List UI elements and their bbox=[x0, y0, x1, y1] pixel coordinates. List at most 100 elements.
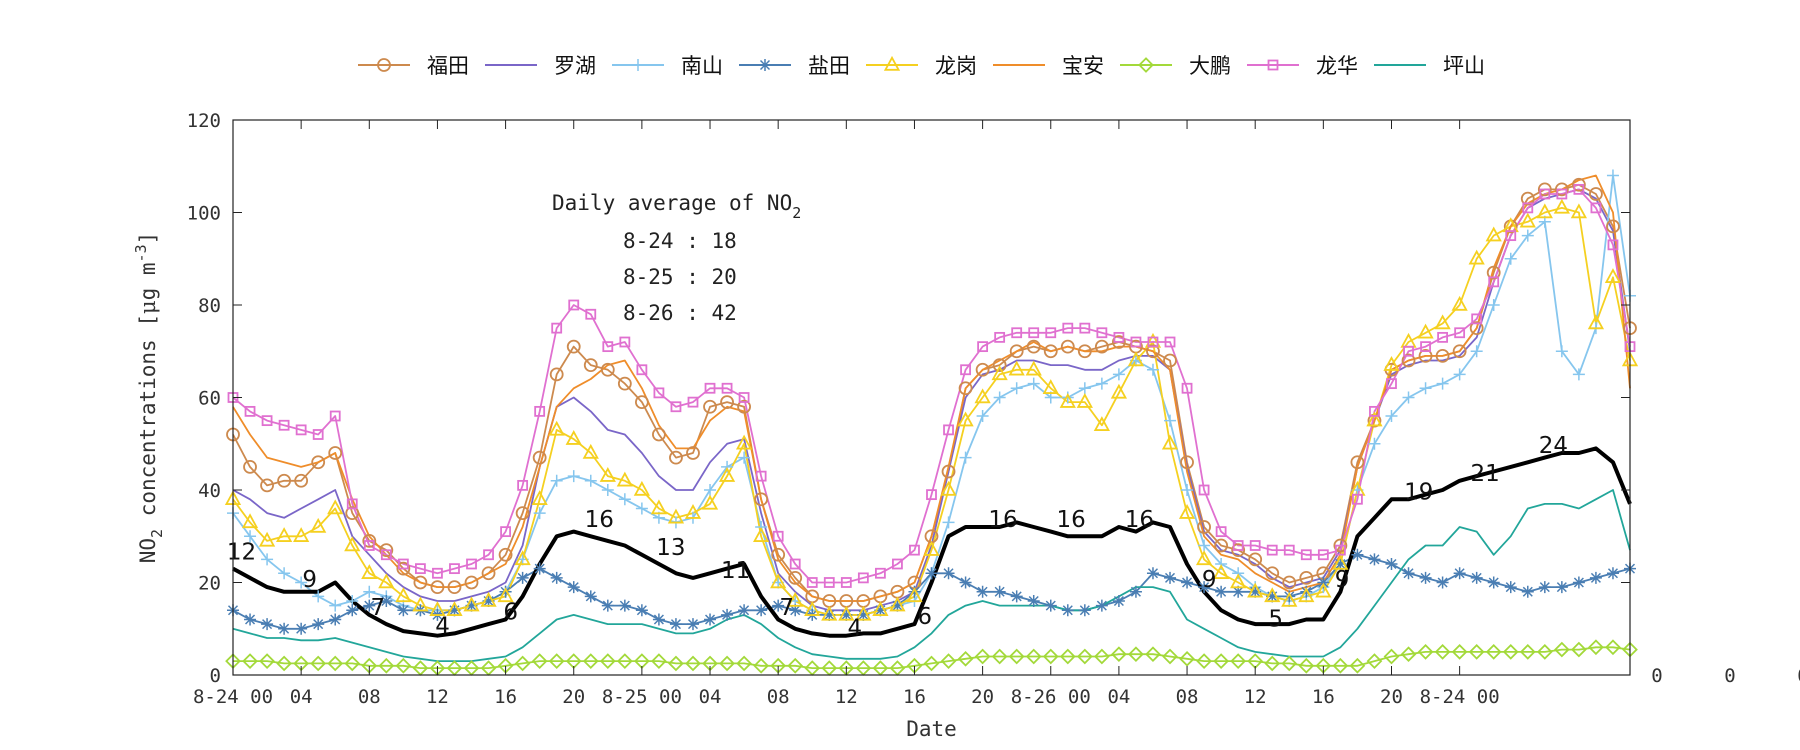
x-tick-label: 08 bbox=[767, 686, 790, 708]
y-tick-label: 60 bbox=[198, 388, 221, 410]
x-axis-label: Date bbox=[906, 717, 957, 741]
data-point-series-8 bbox=[1607, 239, 1619, 251]
right-edge-label: 0 bbox=[1724, 665, 1735, 687]
data-point-series-4 bbox=[1300, 585, 1313, 598]
data-point-series-4 bbox=[550, 571, 563, 584]
data-point-series-3 bbox=[1112, 368, 1125, 381]
data-point-series-8 bbox=[483, 549, 494, 561]
data-point-series-5 bbox=[446, 601, 463, 616]
data-point-series-5 bbox=[1298, 587, 1315, 603]
mean-curve-label: 9 bbox=[302, 567, 317, 593]
data-point-series-4 bbox=[772, 599, 785, 612]
data-point-series-3 bbox=[618, 493, 631, 506]
data-point-series-4 bbox=[857, 608, 870, 621]
data-point-series-3 bbox=[1436, 377, 1449, 390]
data-point-series-4 bbox=[891, 599, 904, 612]
data-point-series-8 bbox=[1369, 405, 1380, 417]
mean-curve-label: 4 bbox=[848, 616, 863, 642]
data-point-series-4 bbox=[1232, 585, 1245, 598]
data-point-series-1 bbox=[1537, 182, 1552, 197]
data-point-series-3 bbox=[704, 484, 717, 496]
data-point-series-8 bbox=[1590, 202, 1602, 214]
data-point-series-3 bbox=[1232, 567, 1245, 580]
data-point-series-4 bbox=[1249, 585, 1262, 598]
data-point-series-1 bbox=[1589, 187, 1603, 201]
legend-marker bbox=[1138, 57, 1154, 73]
data-point-series-4 bbox=[499, 585, 512, 598]
data-point-series-5 bbox=[684, 504, 702, 519]
data-point-series-8 bbox=[1096, 327, 1108, 339]
data-point-series-4 bbox=[295, 622, 308, 635]
data-point-series-4 bbox=[533, 562, 546, 575]
data-point-series-7 bbox=[651, 653, 667, 669]
data-point-series-1 bbox=[1009, 344, 1024, 359]
data-point-series-7 bbox=[242, 653, 258, 669]
data-point-series-5 bbox=[1587, 314, 1605, 330]
data-point-series-7 bbox=[548, 653, 565, 669]
data-point-series-8 bbox=[977, 341, 989, 353]
data-point-series-1 bbox=[1299, 570, 1314, 585]
data-point-series-5 bbox=[974, 388, 991, 404]
mean-curve-label: 16 bbox=[585, 507, 614, 533]
y-tick-label: 0 bbox=[210, 665, 221, 687]
daily-average-annotation: Daily average of NO2 8-24 : 18 8-25 : 20 8-… bbox=[552, 191, 801, 325]
data-point-series-5 bbox=[957, 411, 974, 427]
data-point-series-7 bbox=[1519, 644, 1536, 660]
data-point-series-8 bbox=[874, 567, 886, 579]
data-point-series-5 bbox=[770, 573, 787, 589]
data-point-series-4 bbox=[1470, 571, 1483, 584]
data-point-series-7 bbox=[1298, 657, 1315, 674]
data-point-series-8 bbox=[1556, 188, 1568, 200]
legend-marker bbox=[759, 59, 771, 71]
legend-label: 大鹏 bbox=[1189, 54, 1231, 78]
data-point-series-4 bbox=[1436, 576, 1449, 589]
data-point-series-3 bbox=[942, 516, 955, 529]
data-point-series-8 bbox=[551, 322, 563, 334]
data-point-series-7 bbox=[1196, 653, 1212, 669]
x-tick-label: 20 bbox=[1380, 686, 1403, 708]
data-point-series-4 bbox=[261, 618, 274, 631]
data-point-series-4 bbox=[874, 604, 887, 617]
data-point-series-3 bbox=[738, 451, 751, 464]
data-point-series-5 bbox=[1366, 411, 1383, 427]
legend-marker bbox=[1267, 59, 1279, 71]
data-point-series-7 bbox=[787, 657, 804, 674]
legend-marker bbox=[632, 59, 644, 71]
data-point-series-8 bbox=[1334, 544, 1346, 556]
mean-curve-label: 9 bbox=[1335, 567, 1350, 593]
mean-curve-label: 4 bbox=[435, 613, 450, 639]
x-tick-label: 12 bbox=[835, 686, 858, 708]
data-point-series-8 bbox=[994, 331, 1006, 343]
mean-curve-label: 6 bbox=[917, 604, 932, 630]
data-point-series-1 bbox=[362, 533, 377, 548]
data-point-series-1 bbox=[413, 575, 428, 590]
data-point-series-8 bbox=[568, 299, 580, 311]
data-point-series-7 bbox=[1025, 648, 1042, 665]
series-line-5 bbox=[232, 206, 1631, 616]
data-point-series-8 bbox=[1011, 327, 1023, 339]
data-point-series-8 bbox=[1079, 322, 1091, 334]
plot-area: 12 9 7 4 6 16 13 11 7 4 6 16 16 16 9 5 9 19 21 24 bbox=[224, 169, 1639, 676]
mean-curve-label: 5 bbox=[1268, 606, 1283, 632]
data-point-series-7 bbox=[616, 653, 633, 669]
data-point-series-3 bbox=[1010, 382, 1023, 395]
data-point-series-5 bbox=[258, 531, 276, 547]
data-point-series-3 bbox=[1027, 377, 1040, 390]
x-tick-label: 08 bbox=[1176, 686, 1199, 708]
data-point-series-7 bbox=[395, 657, 412, 674]
data-point-series-3 bbox=[1146, 363, 1159, 376]
x-tick-label: 04 bbox=[1107, 686, 1130, 708]
data-point-series-4 bbox=[278, 622, 291, 635]
data-point-series-7 bbox=[1093, 648, 1110, 665]
data-point-series-1 bbox=[788, 570, 803, 585]
legend-entry-3: 南山 bbox=[612, 54, 723, 78]
data-point-series-5 bbox=[1400, 332, 1417, 348]
data-point-series-8 bbox=[755, 470, 767, 482]
data-point-series-3 bbox=[1470, 345, 1483, 358]
data-point-series-5 bbox=[633, 480, 651, 496]
data-point-series-1 bbox=[294, 473, 309, 488]
data-point-series-5 bbox=[1008, 360, 1025, 376]
data-point-series-3 bbox=[1385, 410, 1398, 422]
data-point-series-1 bbox=[1350, 455, 1365, 470]
